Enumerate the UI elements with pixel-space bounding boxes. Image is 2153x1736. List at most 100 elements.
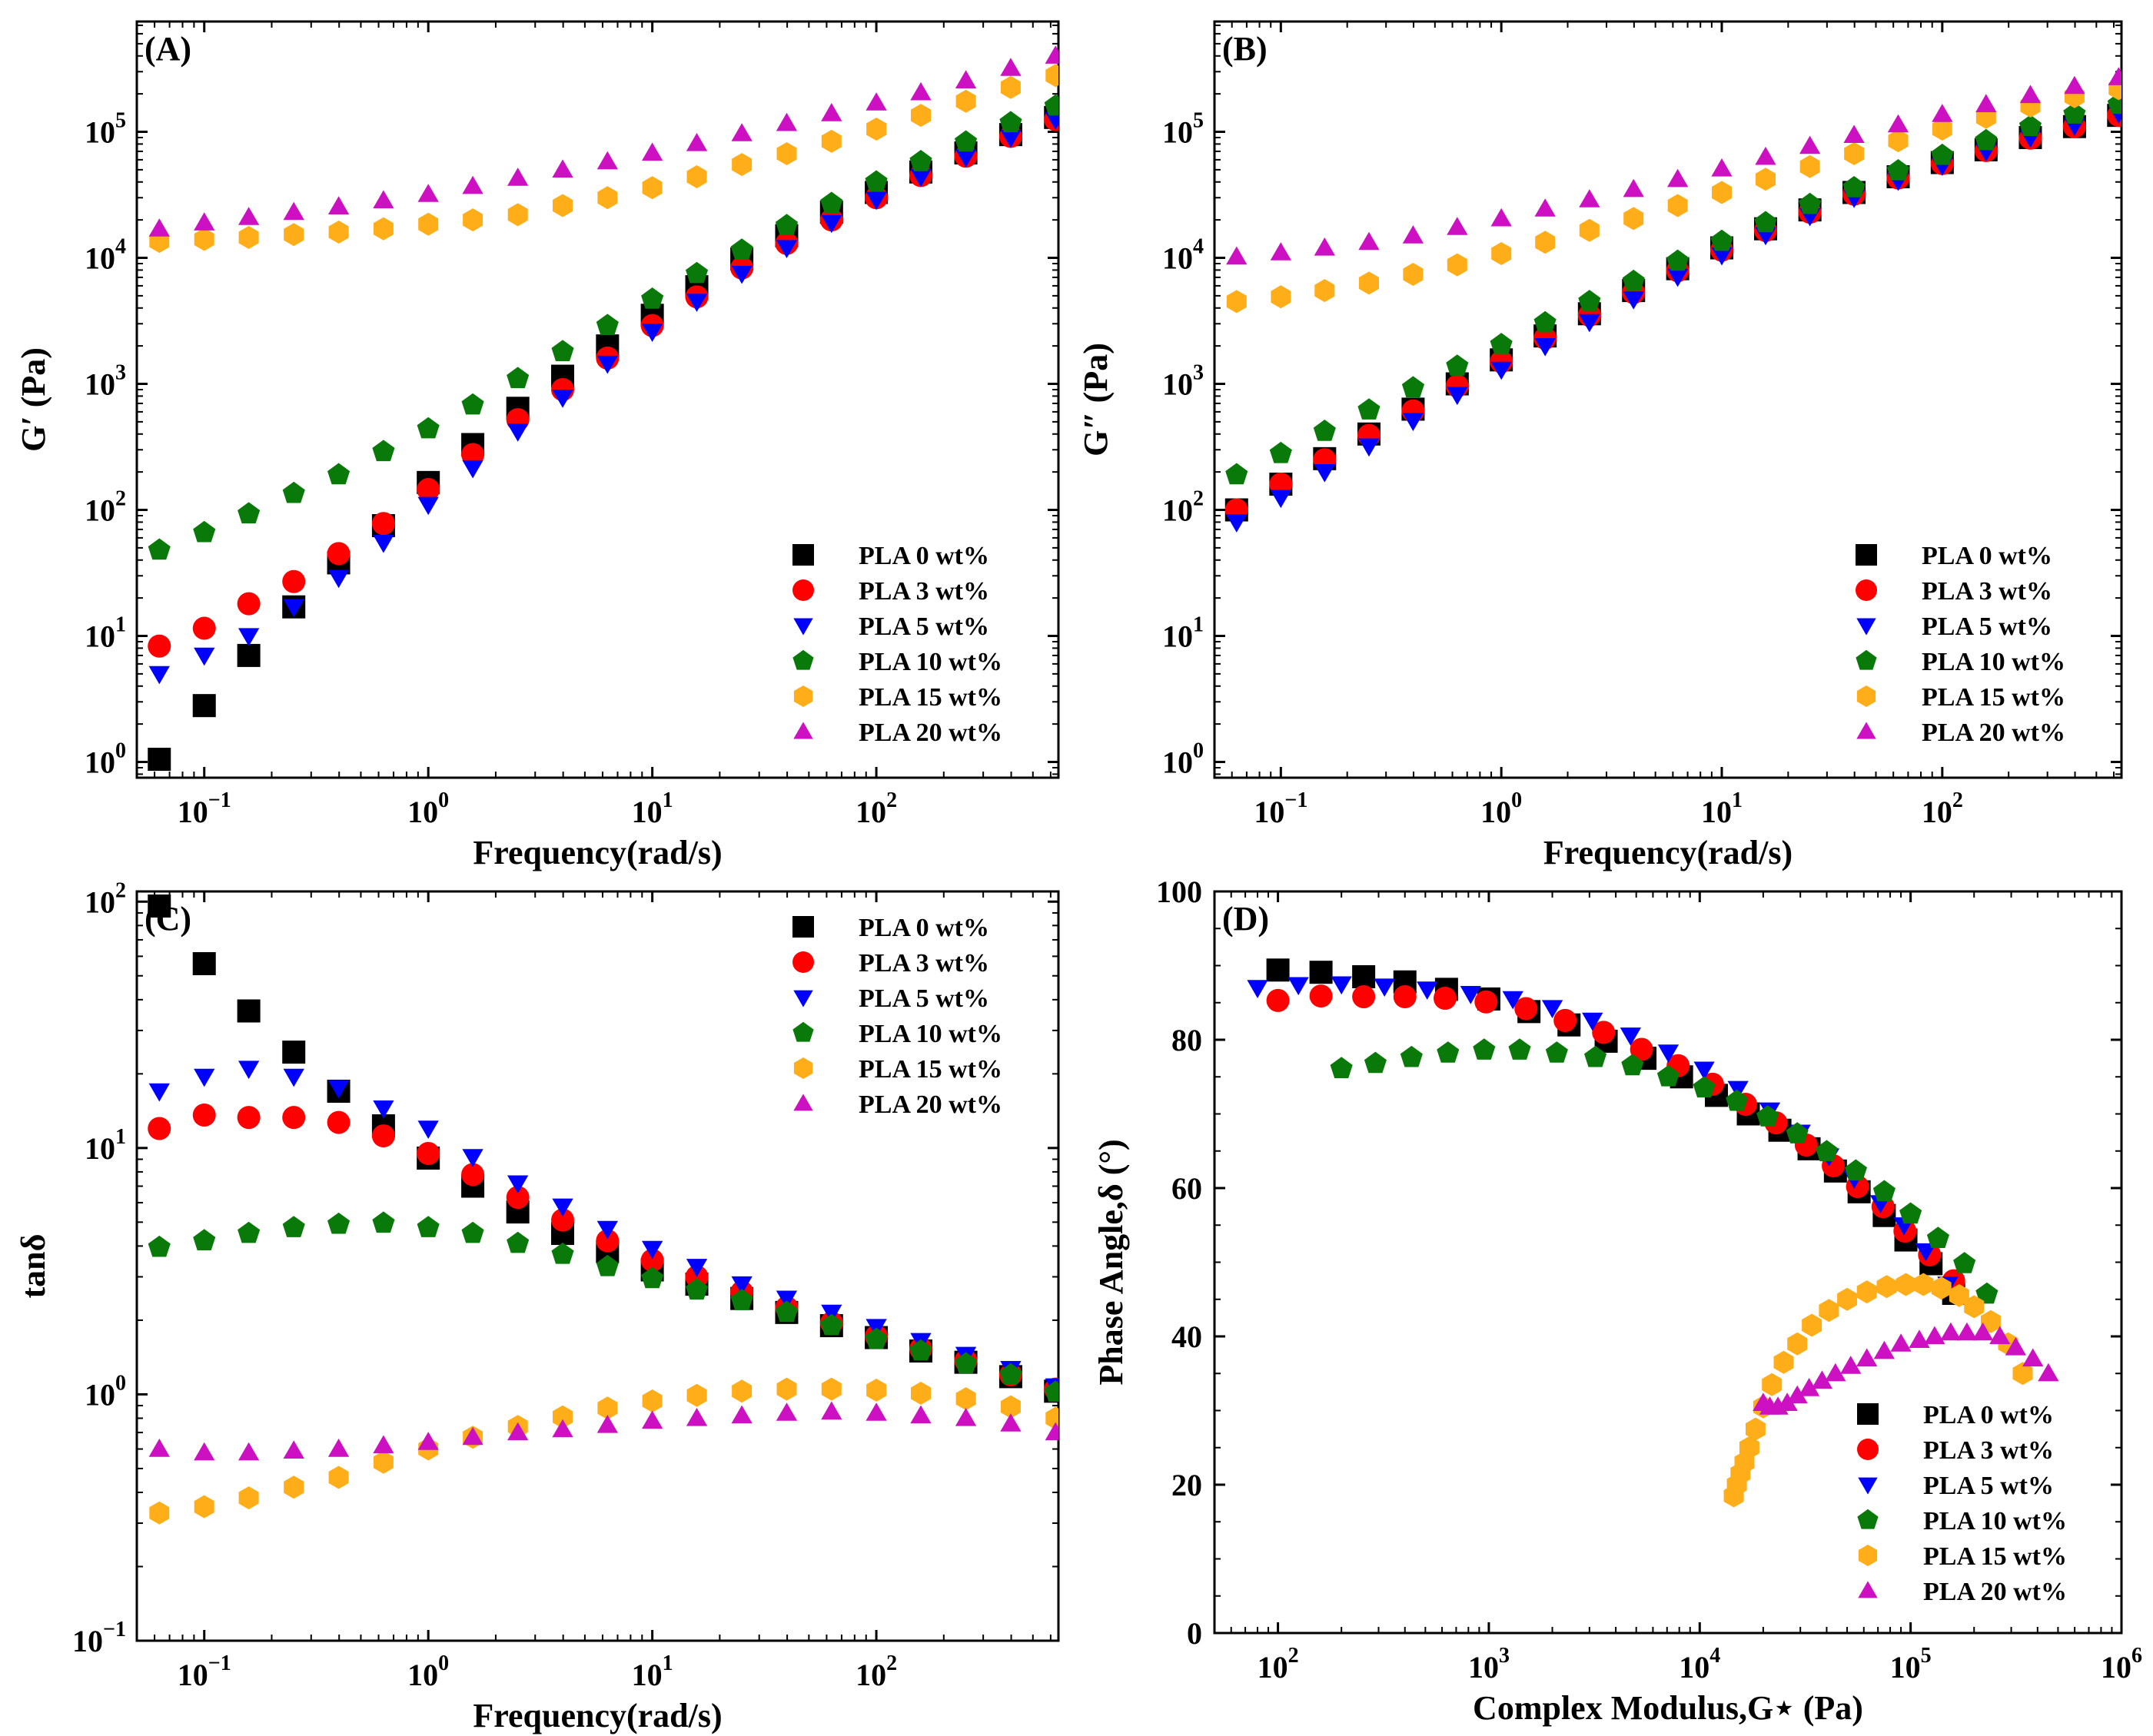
data-point bbox=[776, 142, 797, 165]
data-point bbox=[417, 417, 440, 439]
data-point bbox=[1975, 94, 1997, 112]
data-point bbox=[596, 1254, 619, 1276]
data-point bbox=[461, 1163, 485, 1187]
series-pla-15-wtpct bbox=[149, 64, 1058, 254]
y-tick-label: 40 bbox=[1171, 1319, 1202, 1354]
legend-label: PLA 15 wt% bbox=[1923, 1542, 2067, 1571]
data-point bbox=[1932, 104, 1953, 122]
x-axis-label: Frequency(rad/s) bbox=[473, 1697, 722, 1734]
data-point bbox=[192, 616, 216, 640]
data-point bbox=[371, 512, 395, 536]
data-point bbox=[327, 1110, 351, 1134]
y-tick-label: 103 bbox=[85, 361, 126, 402]
data-point bbox=[866, 92, 887, 111]
data-point bbox=[1802, 1313, 1822, 1337]
data-point bbox=[1787, 1332, 1808, 1356]
data-point bbox=[686, 1383, 707, 1407]
data-point bbox=[193, 520, 216, 543]
legend-label: PLA 0 wt% bbox=[1922, 542, 2052, 570]
data-point bbox=[1657, 1044, 1680, 1063]
x-axis-label: Frequency(rad/s) bbox=[473, 834, 722, 871]
data-point bbox=[909, 1339, 932, 1361]
legend: PLA 0 wt% PLA 3 wt% PLA 5 wt% PLA 10 wt% PLA… bbox=[792, 542, 1002, 747]
data-point bbox=[821, 1377, 842, 1401]
data-point bbox=[821, 214, 842, 234]
data-point bbox=[327, 1080, 350, 1099]
data-point bbox=[1364, 1051, 1387, 1074]
panel-a: 10−1 100 101 102 100 101 102 103 104 105 Frequency… bbox=[15, 20, 1060, 871]
data-point bbox=[1447, 253, 1467, 277]
legend-label: PLA 5 wt% bbox=[1923, 1472, 2054, 1500]
legend-marker bbox=[793, 618, 813, 636]
data-point bbox=[866, 118, 887, 141]
data-point bbox=[1972, 1322, 1994, 1341]
y-tick-label: 104 bbox=[85, 235, 126, 276]
data-point bbox=[596, 151, 618, 170]
panel-c: 10−1 100 101 102 10−1 100 101 102 Frequency(rad/… bbox=[15, 878, 1060, 1734]
data-point bbox=[373, 1435, 394, 1454]
y-tick-label: 104 bbox=[1162, 235, 1204, 276]
data-point bbox=[283, 201, 304, 221]
data-point bbox=[462, 1426, 483, 1446]
data-point bbox=[1545, 1041, 1568, 1063]
legend: PLA 0 wt% PLA 3 wt% PLA 5 wt% PLA 10 wt% PLA… bbox=[792, 914, 1002, 1119]
data-point bbox=[1931, 1276, 1952, 1300]
data-point bbox=[999, 111, 1022, 133]
data-point bbox=[1623, 207, 1644, 231]
data-point bbox=[371, 1124, 395, 1148]
data-point bbox=[865, 170, 888, 192]
data-point bbox=[775, 214, 798, 235]
data-point bbox=[1314, 237, 1335, 256]
legend-label: PLA 3 wt% bbox=[1922, 577, 2052, 606]
data-point bbox=[1446, 354, 1469, 376]
series-pla-10-wtpct bbox=[1330, 1038, 1999, 1304]
data-point bbox=[1533, 310, 1557, 333]
data-point bbox=[640, 1249, 664, 1273]
series-pla-20-wtpct bbox=[1226, 67, 2121, 265]
legend-marker bbox=[1857, 1509, 1879, 1529]
legend-label: PLA 20 wt% bbox=[859, 719, 1002, 747]
legend-marker bbox=[792, 544, 814, 566]
data-point bbox=[553, 194, 573, 217]
legend-label: PLA 20 wt% bbox=[1922, 719, 2065, 747]
data-point bbox=[1843, 124, 1865, 143]
data-point bbox=[1491, 242, 1512, 265]
data-point bbox=[282, 1041, 306, 1064]
legend-marker bbox=[1856, 618, 1876, 636]
data-point bbox=[148, 634, 171, 658]
x-tick-label: 100 bbox=[407, 788, 449, 829]
x-tick-label: 102 bbox=[1258, 1644, 1299, 1685]
data-point bbox=[148, 894, 171, 918]
y-tick-label: 101 bbox=[1162, 613, 1204, 654]
data-point bbox=[732, 1379, 753, 1403]
data-point bbox=[2038, 1363, 2059, 1382]
data-point bbox=[1756, 1105, 1779, 1127]
data-point bbox=[642, 176, 663, 200]
y-tick-label: 102 bbox=[85, 878, 126, 919]
data-point bbox=[1711, 247, 1733, 266]
data-point bbox=[731, 123, 753, 141]
panel-b: 10−1 100 101 102 100 101 102 103 104 105 Frequency… bbox=[1077, 20, 2123, 871]
data-point bbox=[732, 153, 753, 177]
data-point bbox=[462, 1149, 483, 1167]
data-point bbox=[1711, 158, 1733, 177]
legend-marker bbox=[793, 1057, 813, 1079]
data-point bbox=[1953, 1252, 1976, 1273]
data-point bbox=[1502, 991, 1523, 1010]
data-point bbox=[284, 223, 304, 247]
data-point bbox=[238, 1486, 259, 1510]
data-point bbox=[1358, 231, 1380, 251]
y-tick-label: 105 bbox=[1162, 109, 1204, 150]
data-point bbox=[776, 112, 798, 131]
data-point bbox=[1799, 135, 1821, 154]
data-point bbox=[373, 217, 394, 241]
data-point bbox=[1314, 464, 1335, 483]
data-point bbox=[910, 168, 932, 188]
legend-label: PLA 3 wt% bbox=[859, 577, 989, 606]
data-point bbox=[821, 129, 842, 153]
data-point bbox=[1989, 1326, 2011, 1345]
data-point bbox=[282, 569, 306, 593]
x-tick-label: 102 bbox=[856, 788, 897, 829]
data-point bbox=[1314, 279, 1335, 303]
data-point bbox=[417, 1141, 440, 1165]
